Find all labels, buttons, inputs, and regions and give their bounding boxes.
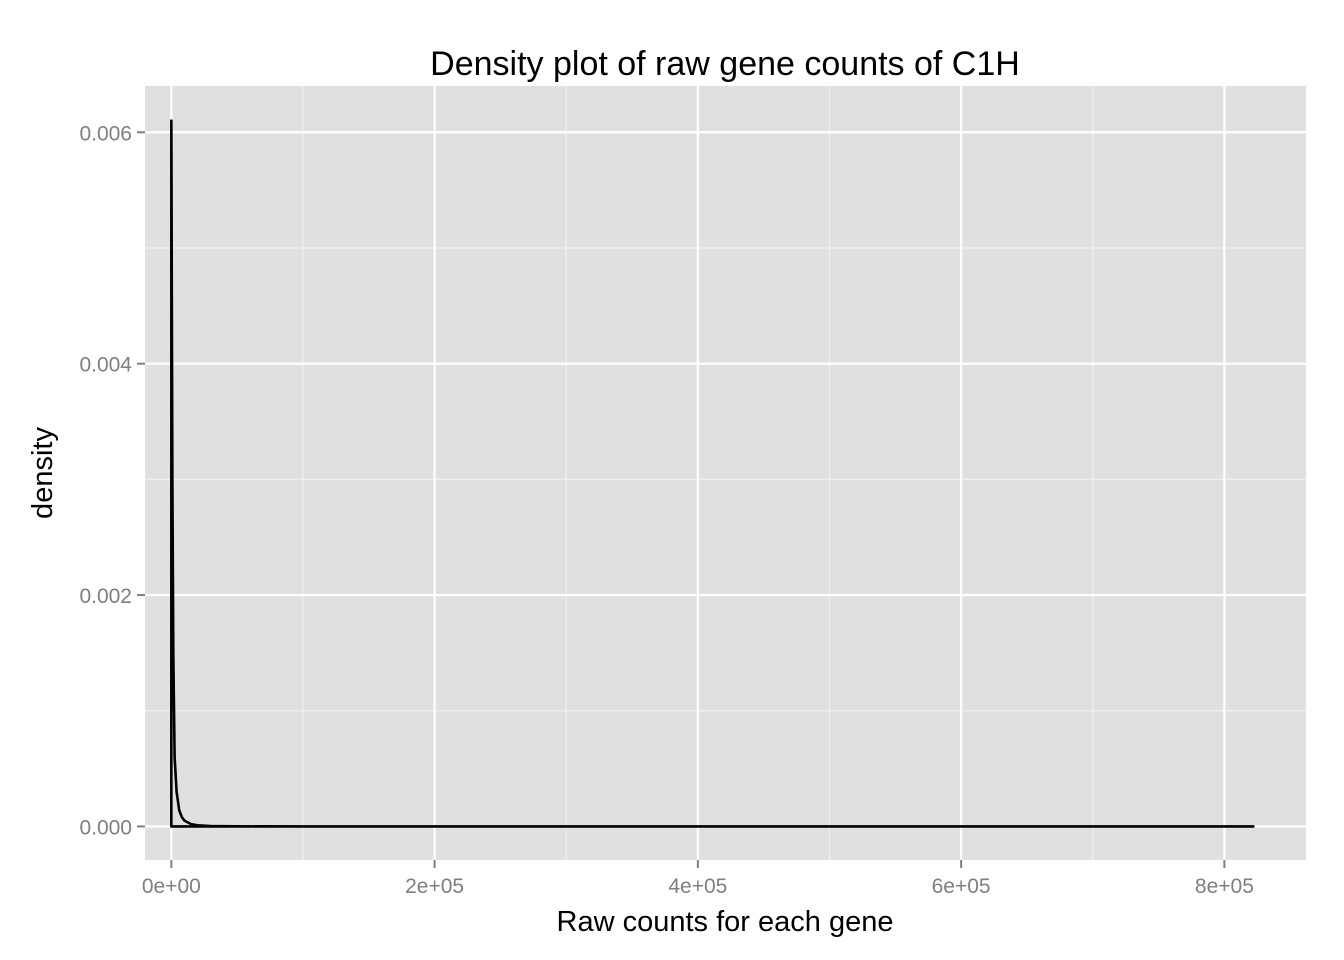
axis-ticks [137,131,1226,868]
minor-gridlines [145,86,1306,860]
x-tick-label: 2e+05 [405,875,464,898]
y-tick-label: 0.000 [79,816,132,839]
y-axis-tick-labels: 0.000 0.002 0.004 0.006 [79,122,132,839]
y-tick-label: 0.002 [79,585,132,608]
y-tick-label: 0.004 [79,354,132,377]
density-curve [170,119,1255,828]
x-tick-label: 4e+05 [668,875,727,898]
plot-panel [145,86,1306,860]
x-tick-label: 0e+00 [142,875,201,898]
density-curve-layer [170,119,1255,828]
x-tick-label: 8e+05 [1195,875,1254,898]
chart-title: Density plot of raw gene counts of C1H [430,45,1020,83]
x-axis-label: Raw counts for each gene [557,906,894,938]
y-tick-label: 0.006 [79,122,132,145]
x-tick-label: 6e+05 [932,875,991,898]
y-axis-label: density [27,427,59,519]
x-axis-tick-labels: 0e+00 2e+05 4e+05 6e+05 8e+05 [142,875,1254,898]
